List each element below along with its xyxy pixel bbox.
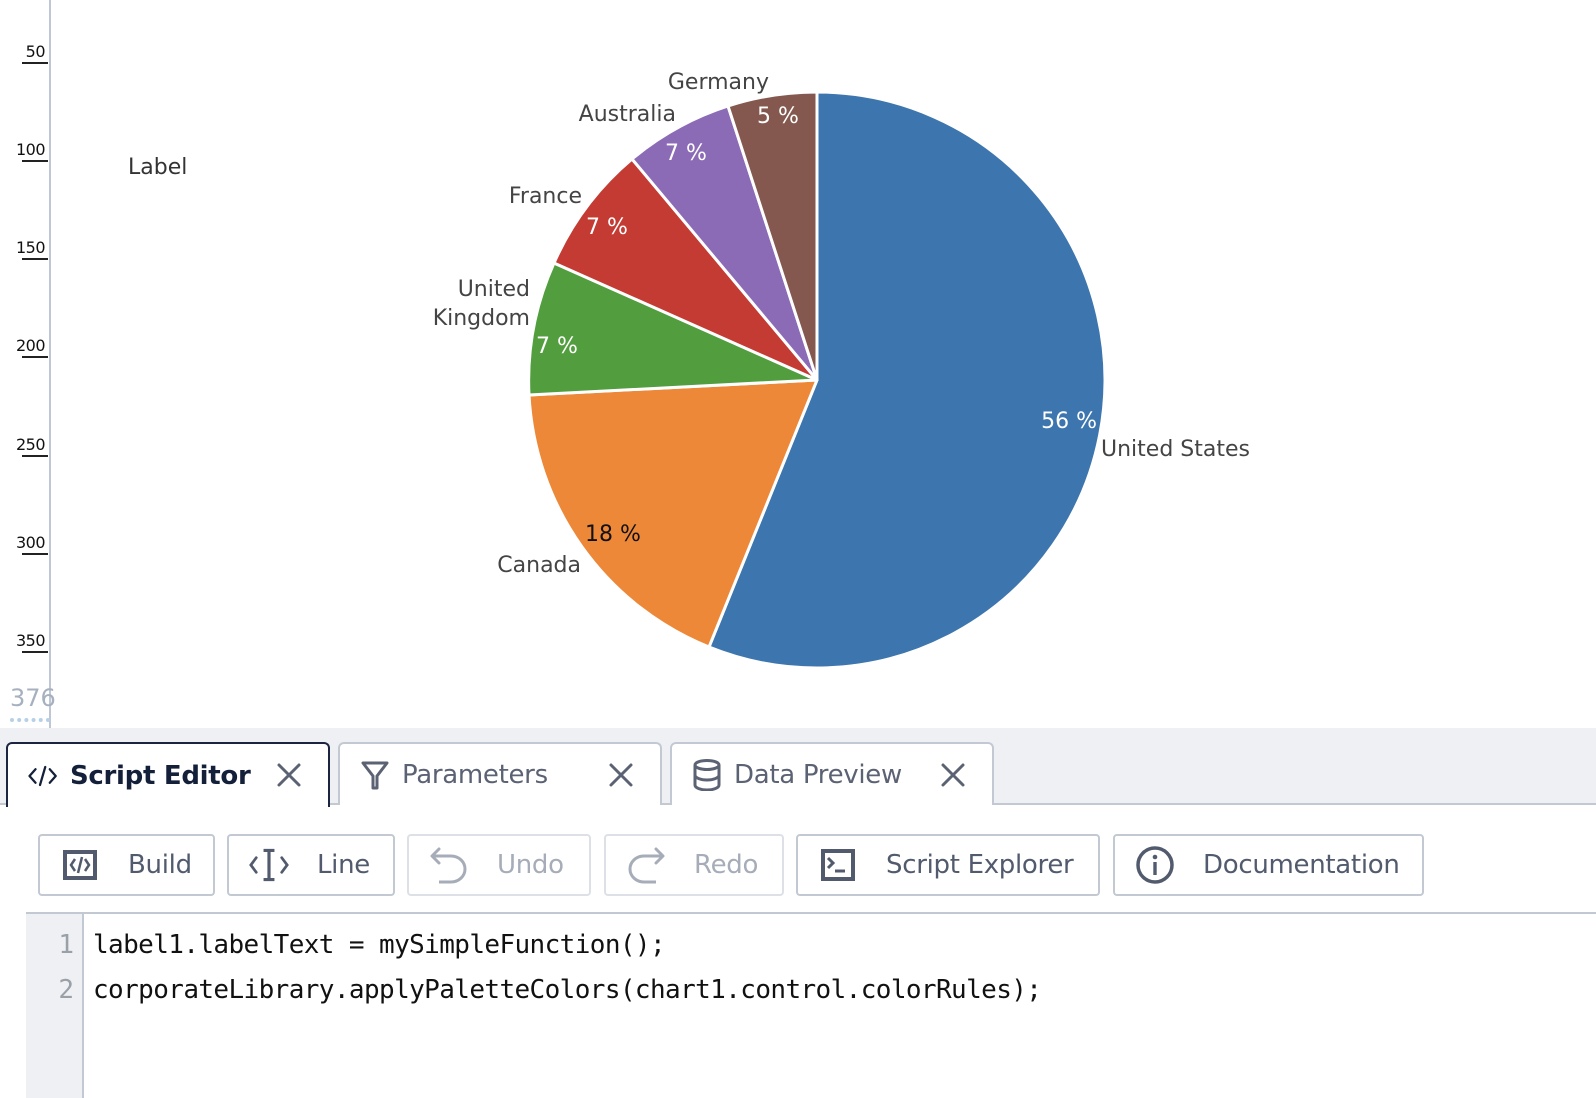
script-explorer-button[interactable]: Script Explorer <box>796 834 1100 896</box>
documentation-button[interactable]: Documentation <box>1113 834 1424 896</box>
pie-category-label: United <box>458 277 530 302</box>
ruler-tick-label: 300 <box>15 533 46 552</box>
tab-label: Parameters <box>402 759 548 790</box>
pie-pct-label: 5 % <box>757 104 799 129</box>
pie-category-label: Kingdom <box>433 306 530 331</box>
ruler-tick: 50 <box>0 42 48 64</box>
redo-button[interactable]: Redo <box>604 834 784 896</box>
line-number: 1 <box>58 930 74 960</box>
pie-slice-united-kingdom[interactable] <box>527 261 819 397</box>
pie-pct-label: 18 % <box>585 522 641 547</box>
line-button[interactable]: Line <box>227 834 395 896</box>
ruler-tick-label: 50 <box>25 42 46 61</box>
ruler-tick-mark <box>22 651 48 653</box>
pie-slice-united-states[interactable] <box>707 90 1107 670</box>
ruler-resize-handle[interactable] <box>10 718 50 722</box>
ruler-tick: 300 <box>0 533 48 555</box>
undo-button[interactable]: Undo <box>407 834 591 896</box>
pie-category-label: Canada <box>497 553 581 578</box>
pie-category-label: Australia <box>579 102 676 127</box>
code-icon <box>28 761 58 791</box>
database-icon <box>692 758 722 791</box>
ruler-tick: 200 <box>0 336 48 358</box>
ruler-tick-label: 250 <box>15 435 46 454</box>
info-icon <box>1135 845 1175 885</box>
code-line[interactable]: label1.labelText = mySimpleFunction(); <box>93 930 666 960</box>
line-number: 2 <box>58 975 74 1005</box>
ruler-tick: 350 <box>0 631 48 653</box>
redo-button-label: Redo <box>694 850 759 880</box>
pie-pct-label: 7 % <box>536 334 578 359</box>
ruler-tick-mark <box>22 160 48 162</box>
ruler-tick-mark <box>22 356 48 358</box>
redo-icon <box>626 845 666 885</box>
build-code-icon <box>60 845 100 885</box>
script-toolbar: Build Line Undo Redo Script Explorer Doc… <box>0 807 1596 912</box>
pie-slice-france[interactable] <box>552 157 819 382</box>
pie-pct-label: 7 % <box>586 215 628 240</box>
undo-icon <box>429 845 469 885</box>
line-button-label: Line <box>317 850 370 880</box>
pie-slice-canada[interactable] <box>527 378 819 649</box>
ruler-tick-mark <box>22 258 48 260</box>
tab-label: Data Preview <box>734 759 902 790</box>
ruler-tick-label: 200 <box>15 336 46 355</box>
filter-icon <box>360 760 390 790</box>
tab-parameters[interactable]: Parameters <box>338 742 662 805</box>
pie-category-label: Germany <box>668 70 769 95</box>
ruler-line <box>49 0 51 728</box>
label-control[interactable]: Label <box>128 155 188 180</box>
pie-category-label: France <box>509 184 582 209</box>
ruler-tick-mark <box>22 62 48 64</box>
terminal-icon <box>818 845 858 885</box>
ruler-tick-mark <box>22 553 48 555</box>
text-cursor-icon <box>249 845 289 885</box>
code-editor[interactable]: 1 2 label1.labelText = mySimpleFunction(… <box>26 912 1596 1098</box>
code-line[interactable]: corporateLibrary.applyPaletteColors(char… <box>93 975 1042 1005</box>
tab-data-preview[interactable]: Data Preview <box>670 742 994 805</box>
close-icon[interactable] <box>606 760 636 790</box>
close-icon[interactable] <box>938 760 968 790</box>
report-canvas[interactable]: 50 100 150 200 250 300 350 376 Label 56 … <box>0 0 1596 735</box>
vertical-ruler: 50 100 150 200 250 300 350 376 <box>0 0 56 735</box>
panel-tab-bar: Script Editor Parameters Data Preview <box>0 728 1596 807</box>
pie-pct-label: 7 % <box>665 141 707 166</box>
ruler-tick: 100 <box>0 140 48 162</box>
pie-pct-label: 56 % <box>1041 409 1097 434</box>
ruler-tick-label: 100 <box>15 140 46 159</box>
build-button[interactable]: Build <box>38 834 215 896</box>
tab-label: Script Editor <box>70 760 251 791</box>
ruler-tick: 250 <box>0 435 48 457</box>
pie-chart[interactable]: 56 % 18 % 7 % 7 % 7 % 5 % United States … <box>0 0 1596 735</box>
documentation-button-label: Documentation <box>1203 850 1400 880</box>
line-number-gutter: 1 2 <box>26 914 84 1098</box>
script-explorer-button-label: Script Explorer <box>886 850 1074 880</box>
pie-slice-germany[interactable] <box>726 90 819 382</box>
ruler-end-label: 376 <box>10 684 56 712</box>
ruler-tick-label: 150 <box>15 238 46 257</box>
undo-button-label: Undo <box>497 850 564 880</box>
close-icon[interactable] <box>274 760 304 790</box>
build-button-label: Build <box>128 850 192 880</box>
pie-category-label: United States <box>1101 437 1250 462</box>
tab-script-editor[interactable]: Script Editor <box>6 742 330 807</box>
ruler-tick-label: 350 <box>15 631 46 650</box>
ruler-tick-mark <box>22 455 48 457</box>
ruler-tick: 150 <box>0 238 48 260</box>
